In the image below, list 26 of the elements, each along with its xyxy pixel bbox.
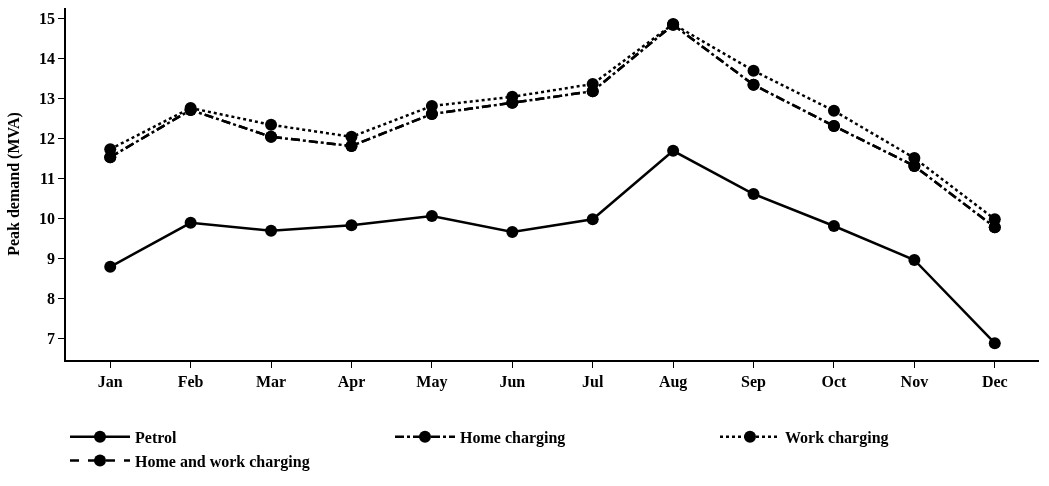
y-axis-title: Peak demand (MVA)	[5, 112, 24, 256]
y-tick-label: 11	[39, 169, 56, 187]
legend-label: Petrol	[135, 428, 178, 446]
y-tick-label: 13	[39, 89, 56, 107]
y-tick-label: 8	[47, 289, 56, 307]
y-tick-label: 10	[39, 209, 56, 227]
x-tick-label: Feb	[177, 372, 204, 390]
y-tick-label: 9	[47, 249, 56, 267]
x-tick-label: Apr	[337, 372, 366, 391]
legend-label: Home and work charging	[135, 452, 310, 471]
y-tick-label: 12	[39, 129, 56, 147]
x-tick-label: Nov	[900, 372, 929, 390]
legend-label: Home charging	[460, 428, 566, 447]
x-tick-label: Mar	[255, 372, 287, 390]
y-tick-label: 14	[39, 49, 56, 67]
y-tick-label: 7	[47, 329, 56, 347]
x-tick-label: Dec	[981, 372, 1008, 390]
x-tick-label: May	[416, 372, 448, 391]
x-tick-label: Oct	[821, 372, 848, 390]
y-tick-label: 15	[39, 9, 56, 27]
x-tick-label: Aug	[658, 372, 688, 391]
x-tick-label: Jul	[582, 372, 604, 390]
x-tick-label: Jan	[97, 372, 123, 390]
x-tick-label: Sep	[741, 372, 767, 391]
legend-label: Work charging	[785, 428, 889, 447]
x-tick-label: Jun	[499, 372, 526, 390]
